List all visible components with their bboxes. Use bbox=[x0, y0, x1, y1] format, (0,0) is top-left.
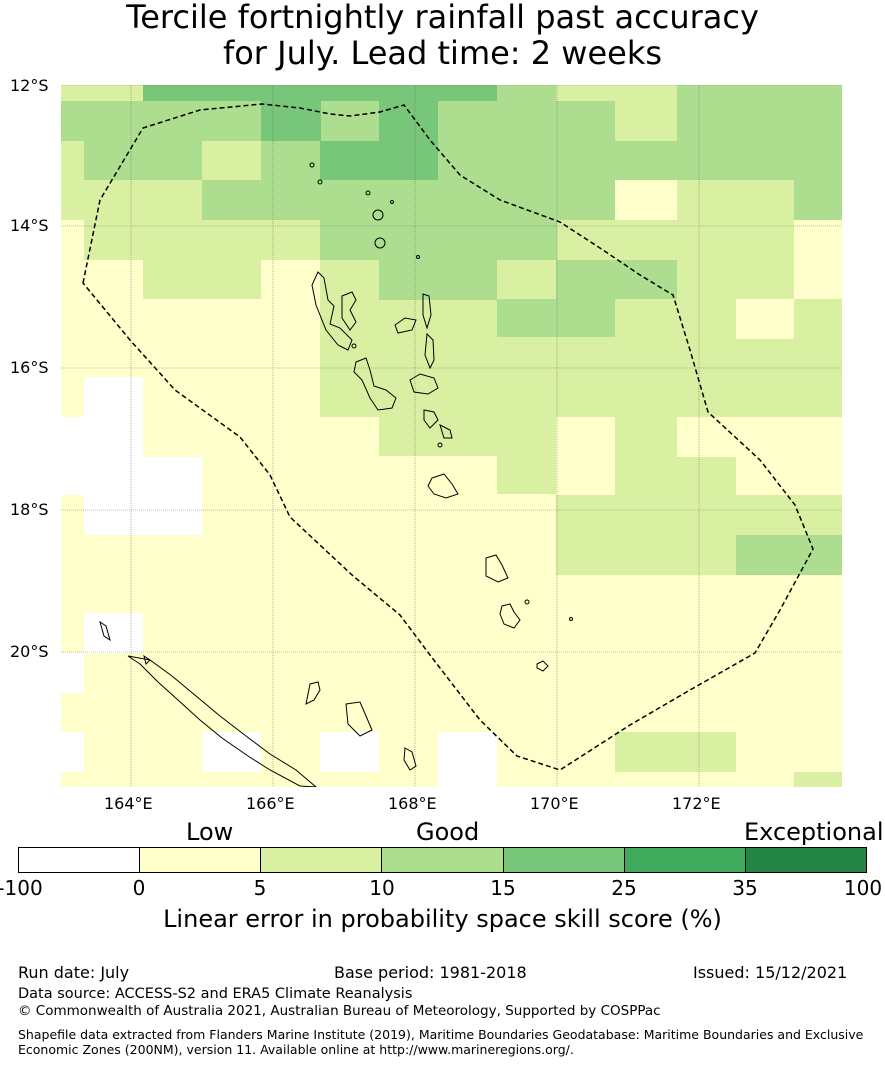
colorbar-tick: 100 bbox=[843, 876, 883, 900]
legend-category-low: Low bbox=[186, 818, 234, 846]
cells-10-15 bbox=[61, 85, 842, 575]
lat-label: 18°S bbox=[10, 500, 49, 519]
base-period: Base period: 1981-2018 bbox=[334, 963, 527, 982]
data-source: Data source: ACCESS-S2 and ERA5 Climate … bbox=[18, 986, 413, 1002]
lon-label: 168°E bbox=[388, 794, 437, 813]
lat-label: 20°S bbox=[10, 642, 49, 661]
colorbar-segment bbox=[503, 848, 625, 872]
map-title-line2: for July. Lead time: 2 weeks bbox=[222, 34, 663, 72]
legend-category-exceptional: Exceptional bbox=[744, 818, 884, 846]
colorbar-tick: 15 bbox=[490, 876, 516, 900]
colorbar-tick: 5 bbox=[253, 876, 267, 900]
colorbar-segment bbox=[261, 848, 383, 872]
colorbar-tick: 35 bbox=[732, 876, 758, 900]
colorbar-label: Linear error in probability space skill … bbox=[163, 905, 722, 933]
nodata-cells bbox=[61, 377, 497, 787]
lat-label: 14°S bbox=[10, 216, 49, 235]
colorbar-tick: 0 bbox=[132, 876, 146, 900]
lat-label: 12°S bbox=[10, 76, 49, 95]
run-date: Run date: July bbox=[18, 963, 130, 982]
lat-label: 16°S bbox=[10, 358, 49, 377]
colorbar-tick: -100 bbox=[0, 876, 43, 900]
cells-5-10 bbox=[61, 85, 842, 787]
lon-label: 172°E bbox=[672, 794, 721, 813]
colorbar-segment bbox=[140, 848, 262, 872]
island-outlines bbox=[99, 162, 573, 787]
lon-label: 170°E bbox=[530, 794, 579, 813]
skill-score-map bbox=[61, 85, 842, 787]
colorbar-segment bbox=[624, 848, 746, 872]
legend-category-good: Good bbox=[416, 818, 480, 846]
lon-label: 166°E bbox=[246, 794, 295, 813]
copyright: © Commonwealth of Australia 2021, Austra… bbox=[18, 1003, 661, 1019]
colorbar-tick: 10 bbox=[369, 876, 395, 900]
cells-15-25 bbox=[143, 85, 497, 180]
map-title-line1: Tercile fortnightly rainfall past accura… bbox=[126, 0, 759, 36]
colorbar-segment bbox=[382, 848, 504, 872]
colorbar-segment bbox=[19, 848, 141, 872]
issued-date: Issued: 15/12/2021 bbox=[693, 963, 848, 982]
colorbar-tick: 25 bbox=[611, 876, 637, 900]
lon-label: 164°E bbox=[104, 794, 153, 813]
colorbar bbox=[18, 847, 867, 873]
eez-boundary bbox=[82, 103, 814, 771]
shapefile-credit-line2: Economic Zones (200NM), version 11. Avai… bbox=[18, 1042, 574, 1057]
colorbar-segment bbox=[745, 848, 866, 872]
gridlines bbox=[61, 85, 842, 787]
shapefile-credit-line1: Shapefile data extracted from Flanders M… bbox=[18, 1027, 864, 1042]
